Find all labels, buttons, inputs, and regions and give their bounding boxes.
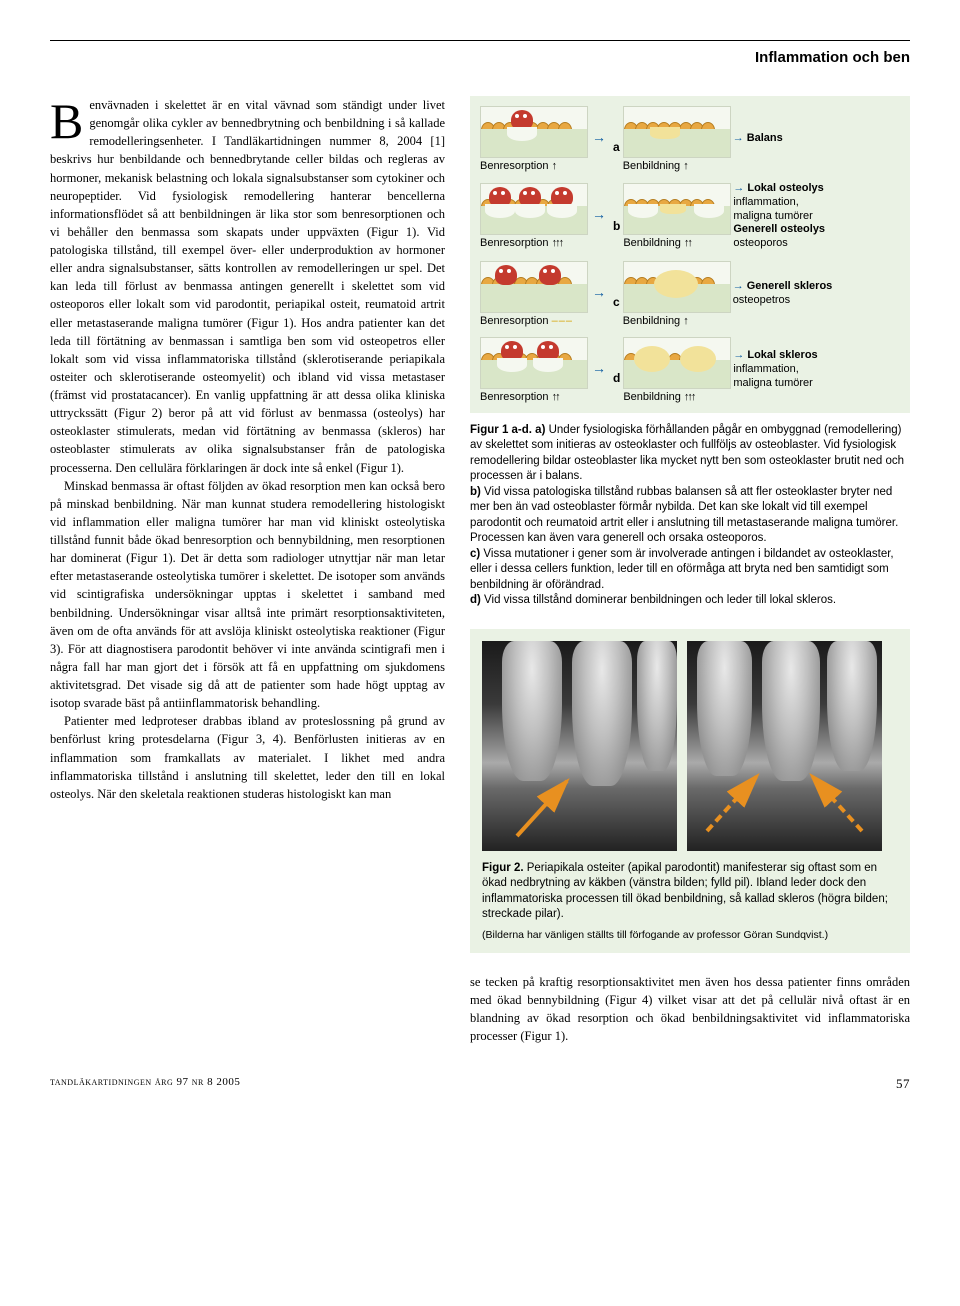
fig1-c-left-arrows: – – – xyxy=(552,315,571,327)
arrow-icon: → xyxy=(592,286,606,302)
page-number: 57 xyxy=(896,1076,910,1092)
dropcap: B xyxy=(50,100,83,143)
left-column: B envävnaden i skelettet är en vital väv… xyxy=(50,96,445,1046)
fig1-a-left-arrows: ↑ xyxy=(552,160,556,172)
arrow-icon: → xyxy=(592,362,606,378)
fig1-letter-c: c xyxy=(613,295,620,327)
fig1-c-right-box xyxy=(623,261,731,313)
fig1-a-right-arrows: ↑ xyxy=(683,160,687,172)
right-column: Benresorption ↑ → a Benbildning ↑ →Balan… xyxy=(470,96,910,1046)
arrow-icon: → xyxy=(733,280,744,292)
fig1-c-right-arrows: ↑ xyxy=(683,315,687,327)
body-p2: Minskad benmassa är oftast följden av ök… xyxy=(50,477,445,713)
body-p1: envävnaden i skelettet är en vital vävna… xyxy=(50,98,445,475)
fig1-c-left-box xyxy=(480,261,588,313)
fig1-letter-b: b xyxy=(613,219,620,251)
fig1-a-right-label: Benbildning xyxy=(623,160,681,172)
fig1-d-right-label: Benbildning xyxy=(623,391,681,403)
right-body-continuation: se tecken på kraftig resorptionsaktivite… xyxy=(470,973,910,1046)
figure-1-caption: Figur 1 a-d. a) Under fysiologiska förhå… xyxy=(470,423,910,609)
fig1-b-side: →Lokal osteolysinflammation,maligna tumö… xyxy=(733,182,858,251)
fig1-d-left-arrows: ↑↑ xyxy=(552,391,559,403)
fig1-d-right-arrows: ↑↑↑ xyxy=(684,391,695,403)
figure-2-caption: Figur 2. Periapikala osteiter (apikal pa… xyxy=(482,861,898,923)
fig1-a-side: Balans xyxy=(747,132,783,144)
page-header: Inflammation och ben xyxy=(50,49,910,66)
fig1-d-right-box xyxy=(623,337,731,389)
fig1-b-right-box xyxy=(623,183,731,235)
fig1-c-side: →Generell sklerososteopetros xyxy=(733,280,858,308)
fig1-b-left-label: Benresorption xyxy=(480,237,549,249)
arrow-icon: → xyxy=(592,208,606,224)
fig1-a-left-box xyxy=(480,106,588,158)
fig1-d-side: →Lokal sklerosinflammation,maligna tumör… xyxy=(733,349,858,390)
xray-left xyxy=(482,641,677,851)
fig1-letter-d: d xyxy=(613,371,620,403)
fig1-b-right-label: Benbildning xyxy=(623,237,681,249)
footer-left: tandläkartidningen årg 97 nr 8 2005 xyxy=(50,1076,240,1092)
fig1-d-left-label: Benresorption xyxy=(480,391,549,403)
arrow-dashed-icon xyxy=(702,761,782,841)
arrow-icon: → xyxy=(733,349,744,361)
fig1-a-right-box xyxy=(623,106,731,158)
figure-1: Benresorption ↑ → a Benbildning ↑ →Balan… xyxy=(470,96,910,413)
fig1-a-left-label: Benresorption xyxy=(480,160,549,172)
fig1-c-left-label: Benresorption xyxy=(480,315,549,327)
fig1-b-right-arrows: ↑↑ xyxy=(684,237,691,249)
arrow-icon: → xyxy=(733,132,744,144)
arrow-solid-icon xyxy=(512,766,592,846)
arrow-dashed-icon xyxy=(797,761,877,841)
arrow-icon: → xyxy=(733,182,744,194)
fig1-d-left-box xyxy=(480,337,588,389)
page-footer: tandläkartidningen årg 97 nr 8 2005 57 xyxy=(50,1076,910,1092)
body-p3: Patienter med ledproteser drabbas ibland… xyxy=(50,712,445,803)
fig1-b-left-box xyxy=(480,183,588,235)
arrow-icon: → xyxy=(592,131,606,147)
fig1-letter-a: a xyxy=(613,140,620,172)
fig1-c-right-label: Benbildning xyxy=(623,315,681,327)
figure-2-credit: (Bilderna har vänligen ställts till förf… xyxy=(482,929,898,941)
xray-right xyxy=(687,641,882,851)
fig1-b-left-arrows: ↑↑↑ xyxy=(552,237,563,249)
figure-2: Figur 2. Periapikala osteiter (apikal pa… xyxy=(470,629,910,953)
